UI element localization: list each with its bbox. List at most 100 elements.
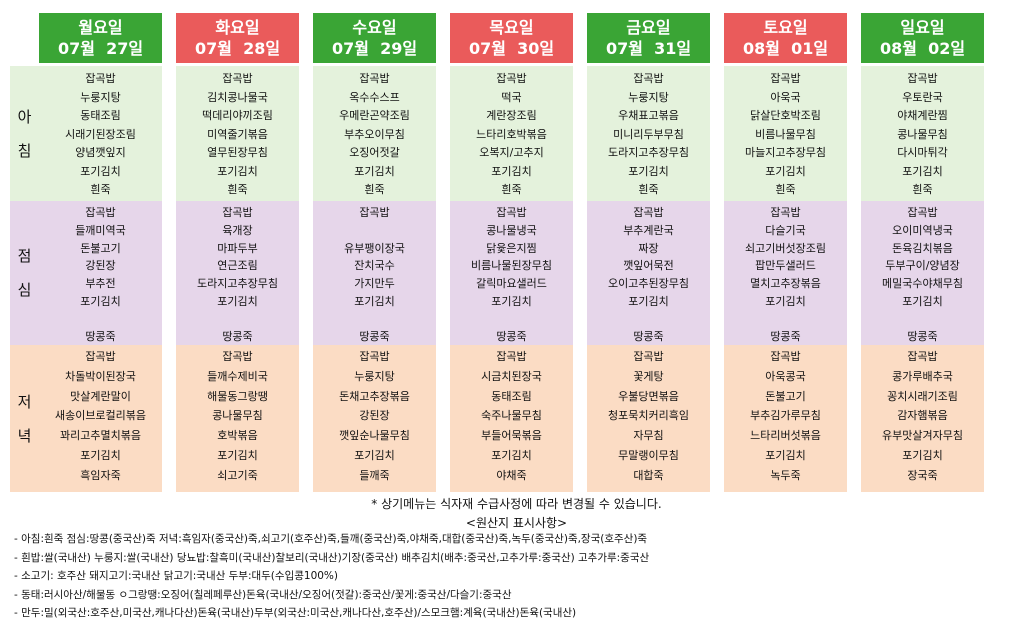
menu-item bbox=[587, 310, 710, 328]
menu-item: 포기김치 bbox=[628, 294, 669, 308]
day-date: 07월 31일 bbox=[605, 39, 692, 58]
menu-item: 잡곡밥 bbox=[359, 72, 390, 85]
day-name: 금요일 bbox=[626, 18, 671, 37]
menu-item: 느타리버섯볶음 bbox=[750, 429, 821, 443]
menu-item: 오이미역냉국 bbox=[892, 223, 953, 237]
menu-item: 잡곡밥 bbox=[222, 350, 253, 363]
menu-item: 포기김치 bbox=[80, 294, 121, 308]
menu-item: 잡곡밥 bbox=[222, 72, 253, 85]
menu-item: 콩나물무침 bbox=[212, 409, 263, 423]
menu-item: 땅콩죽 bbox=[633, 330, 664, 344]
dinner-label-char: 저 bbox=[17, 392, 32, 411]
day-name: 일요일 bbox=[900, 18, 945, 37]
menu-item: 흰죽 bbox=[775, 183, 796, 196]
day-name: 수요일 bbox=[352, 18, 397, 37]
menu-item: 동태조림 bbox=[491, 389, 532, 403]
menu-item: 녹두죽 bbox=[770, 468, 801, 482]
menu-item: 잡곡밥 bbox=[907, 72, 938, 85]
menu-table: 월요일 07월 27일 화요일 07월 28일 수요일 07월 29일 목요일 07월 30일… bbox=[10, 13, 1026, 492]
menu-item: 흰죽 bbox=[90, 183, 111, 196]
lunch-label-char: 점 bbox=[17, 247, 32, 265]
menu-item: 잔치국수 bbox=[354, 259, 395, 273]
lunch-cell-day-6: 잡곡밥 다슬기국 쇠고기버섯장조림 팝만두샐러드 멸치고추장볶음 포기김치 땅콩죽 bbox=[724, 201, 847, 345]
menu-item: 차돌박이된장국 bbox=[65, 369, 136, 383]
menu-item: 장국죽 bbox=[907, 468, 938, 482]
menu-item: 마늘지고추장무침 bbox=[745, 146, 826, 159]
menu-item: 잡곡밥 bbox=[85, 206, 116, 219]
menu-item: 들깨미역국 bbox=[75, 223, 126, 237]
menu-item: 흰죽 bbox=[638, 183, 659, 196]
header-corner bbox=[10, 13, 39, 63]
menu-item: 잡곡밥 bbox=[770, 206, 801, 219]
menu-item: 누룽지탕 bbox=[628, 90, 669, 104]
menu-item: 유부맛살겨자무침 bbox=[882, 429, 963, 443]
menu-item: 감자햄볶음 bbox=[897, 409, 948, 423]
menu-item: 땅콩죽 bbox=[359, 330, 390, 344]
menu-item: 짜장 bbox=[638, 241, 659, 255]
menu-item: 열무된장무침 bbox=[207, 146, 268, 159]
day-header-row: 월요일 07월 27일 화요일 07월 28일 수요일 07월 29일 목요일 07월 30일… bbox=[10, 13, 1026, 63]
menu-item: 도라지고추장무침 bbox=[197, 277, 278, 290]
menu-item: 떡데리야끼조림 bbox=[202, 109, 273, 122]
menu-item: 포기김치 bbox=[628, 164, 669, 178]
menu-item: 잡곡밥 bbox=[222, 206, 253, 219]
menu-item: 땅콩죽 bbox=[222, 330, 253, 344]
menu-item: 부추전 bbox=[85, 277, 116, 290]
menu-item: 호박볶음 bbox=[217, 429, 258, 443]
menu-item: 마파두부 bbox=[217, 241, 258, 255]
menu-item: 잡곡밥 bbox=[496, 350, 527, 363]
menu-item: 잡곡밥 bbox=[633, 72, 664, 85]
day-name: 월요일 bbox=[78, 18, 123, 37]
breakfast-label-char: 아 bbox=[17, 107, 32, 126]
menu-item: 잡곡밥 bbox=[85, 350, 116, 363]
breakfast-cell-day-2: 잡곡밥 김치콩나물국 떡데리야끼조림 미역줄기볶음 열무된장무침 포기김치 흰죽 bbox=[176, 66, 299, 201]
menu-item: 시금치된장국 bbox=[481, 369, 542, 383]
dinner-cell-day-6: 잡곡밥 아욱콩국 돈불고기 부추김가루무침 느타리버섯볶음 포기김치 녹두죽 bbox=[724, 345, 847, 492]
menu-item: 시래기된장조림 bbox=[65, 127, 136, 141]
origin-line: - 동태:러시아산/해물동 ㅇ그랑땡:오징어(칠레페루산)돈육(국내산/오징어(… bbox=[14, 588, 512, 601]
breakfast-cell-day-4: 잡곡밥 떡국 계란장조림 느타리호박볶음 오복지/고추지 포기김치 흰죽 bbox=[450, 66, 573, 201]
lunch-cell-day-2: 잡곡밥 육개장 마파두부 연근조림 도라지고추장무침 포기김치 땅콩죽 bbox=[176, 201, 299, 345]
menu-item: 포기김치 bbox=[491, 448, 532, 462]
menu-item: 땅콩죽 bbox=[770, 330, 801, 344]
menu-item: 포기김치 bbox=[354, 448, 395, 462]
menu-item: 대합죽 bbox=[633, 468, 664, 482]
menu-item: 잡곡밥 bbox=[907, 206, 938, 219]
menu-item: 멸치고추장볶음 bbox=[750, 277, 821, 290]
day-header-4: 목요일 07월 30일 bbox=[450, 13, 573, 63]
breakfast-cell-day-5: 잡곡밥 누룽지탕 우채표고볶음 미니리두부무침 도라지고추장무침 포기김치 흰죽 bbox=[587, 66, 710, 201]
breakfast-cell-day-1: 잡곡밥 누룽지탕 동태조림 시래기된장조림 양념깻잎지 포기김치 흰죽 bbox=[39, 66, 162, 201]
menu-item: 부들어묵볶음 bbox=[481, 429, 542, 443]
menu-item: 계란장조림 bbox=[486, 109, 537, 122]
menu-item: 야채계란찜 bbox=[897, 109, 948, 122]
menu-item: 동태조림 bbox=[80, 109, 121, 122]
menu-item: 돈육김치볶음 bbox=[892, 241, 953, 255]
menu-item: 돈불고기 bbox=[80, 241, 121, 255]
dinner-cell-day-2: 잡곡밥 들깨수제비국 해물동그랑땡 콩나물무침 호박볶음 포기김치 쇠고기죽 bbox=[176, 345, 299, 492]
breakfast-row: 아 침 잡곡밥 누룽지탕 동태조림 시래기된장조림 양념깻잎지 포기김치 흰죽 잡곡밥 김치콩나물국… bbox=[10, 66, 1026, 201]
dinner-cell-day-1: 잡곡밥 차돌박이된장국 맛살계란말이 새송이브로컬리볶음 꽈리고추멸치볶음 포기김치 흑임자… bbox=[39, 345, 162, 492]
day-name: 토요일 bbox=[763, 18, 808, 37]
menu-item bbox=[724, 310, 847, 328]
menu-item: 양념깻잎지 bbox=[75, 146, 126, 159]
menu-item: 팝만두샐러드 bbox=[755, 259, 816, 273]
menu-item: 다시마튀각 bbox=[897, 146, 948, 159]
lunch-label-char: 심 bbox=[17, 281, 32, 299]
menu-item: 연근조림 bbox=[217, 259, 258, 273]
menu-item: 옥수수스프 bbox=[349, 90, 400, 104]
menu-item: 가지만두 bbox=[354, 277, 395, 290]
day-name: 화요일 bbox=[215, 18, 260, 37]
menu-item: 잡곡밥 bbox=[907, 350, 938, 363]
day-name: 목요일 bbox=[489, 18, 534, 37]
menu-item: 강된장 bbox=[85, 259, 116, 273]
menu-item: 포기김치 bbox=[902, 448, 943, 462]
menu-item: 포기김치 bbox=[765, 448, 806, 462]
menu-item: 자무침 bbox=[633, 429, 664, 443]
menu-item: 땅콩죽 bbox=[496, 330, 527, 344]
lunch-cell-day-4: 잡곡밥 콩나물냉국 닭윷은지찜 비름나물된장무침 갈릭마요샐러드 포기김치 땅콩죽 bbox=[450, 201, 573, 345]
dinner-cell-day-5: 잡곡밥 꽃게탕 우불당면볶음 청포묵치커리흑임 자무침 무말랭이무침 대합죽 bbox=[587, 345, 710, 492]
day-header-7: 일요일 08월 02일 bbox=[861, 13, 984, 63]
menu-item: 깻잎순나물무침 bbox=[339, 429, 410, 443]
menu-item: 콩가루배추국 bbox=[892, 369, 953, 383]
menu-item: 무말랭이무침 bbox=[618, 448, 679, 462]
